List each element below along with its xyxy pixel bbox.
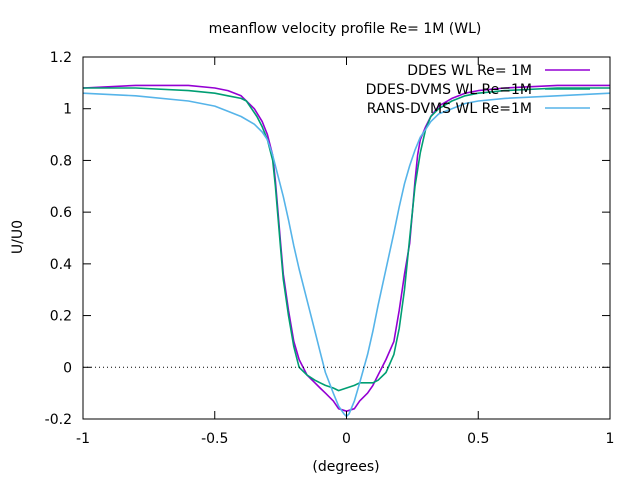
x-tick-label: -1: [76, 431, 90, 447]
series-line-1: [82, 84, 610, 413]
y-axis-label: U/U0: [10, 220, 26, 254]
chart-title: meanflow velocity profile Re= 1M (WL): [209, 21, 482, 37]
y-tick-label: 1.2: [50, 50, 72, 66]
tick-layer: -1 -0.5 0 0.5 1 -0.2 0 0.2 0.4 0.6 0.8 1 1.2: [45, 50, 615, 447]
y-tick-label: 0.4: [50, 257, 72, 273]
y-tick-label: -0.2: [45, 412, 72, 428]
legend-label-3: RANS-DVMS WL Re=1M: [367, 101, 532, 117]
x-tick-label: -0.5: [201, 431, 228, 447]
y-tick-label: 1: [63, 102, 72, 118]
legend-label-1: DDES WL Re= 1M: [407, 63, 532, 79]
legend: DDES WL Re= 1M DDES-DVMS WL Re=1M RANS-DVM…: [366, 63, 590, 117]
x-axis-label: (degrees): [312, 459, 379, 475]
series-line-2: [83, 87, 610, 392]
series-layer: [82, 84, 611, 418]
y-tick-label: 0: [63, 360, 72, 376]
y-tick-label: 0.6: [50, 205, 72, 221]
legend-label-2: DDES-DVMS WL Re=1M: [366, 82, 532, 98]
x-tick-label: 1: [606, 431, 615, 447]
x-tick-label: 0.5: [467, 431, 489, 447]
x-tick-label: 0: [342, 431, 351, 447]
series-line-3: [82, 92, 611, 418]
y-tick-label: 0.2: [50, 309, 72, 325]
y-tick-label: 0.8: [50, 153, 72, 169]
